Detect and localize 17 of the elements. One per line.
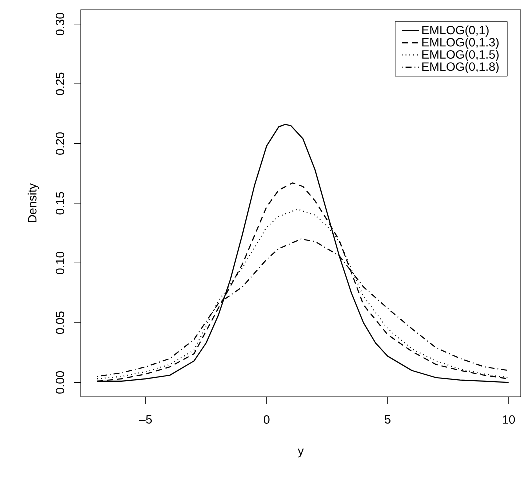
legend-label: EMLOG(0,1.3)	[422, 38, 499, 50]
y-tick-label: 0.20	[56, 132, 64, 155]
legend-label: EMLOG(0,1.8)	[422, 62, 499, 74]
x-tick-label: 10	[503, 416, 516, 424]
y-tick-label: 0.15	[56, 192, 64, 215]
y-tick-label: 0.10	[56, 252, 64, 274]
y-tick-label: 0.30	[56, 13, 64, 36]
legend-label: EMLOG(0,1)	[422, 26, 489, 37]
y-tick-label: 0.25	[56, 72, 64, 96]
x-axis-title: y	[298, 448, 304, 458]
x-tick-label: 0	[264, 416, 270, 424]
legend-label: EMLOG(0,1.5)	[422, 50, 499, 62]
x-tick-label: –5	[139, 416, 152, 424]
x-tick-label: 5	[385, 416, 391, 424]
y-tick-label: 0.05	[56, 312, 64, 334]
y-axis-title: Density	[28, 184, 40, 223]
y-tick-label: 0.00	[56, 371, 64, 394]
